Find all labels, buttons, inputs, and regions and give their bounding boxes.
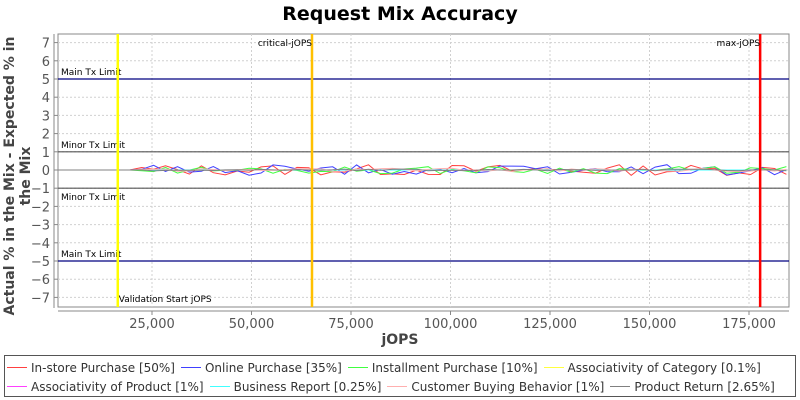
legend-swatch-icon: [347, 367, 368, 368]
y-tick-label: 6: [42, 55, 50, 70]
legend-item: Business Report [0.25%]: [209, 379, 382, 394]
chart-legend: In-store Purchase [50%] Online Purchase […: [4, 355, 796, 397]
marker-label: critical-jOPS: [258, 39, 312, 49]
y-tick-label: −2: [31, 200, 50, 215]
limit-label: Minor Tx Limit: [61, 141, 126, 151]
limit-label: Minor Tx Limit: [61, 193, 126, 203]
marker-label: max-jOPS: [717, 39, 761, 49]
chart-title: Request Mix Accuracy: [282, 3, 518, 25]
y-tick-label: 4: [42, 91, 50, 106]
legend-swatch-icon: [543, 367, 564, 368]
x-tick-label: 125,000: [523, 317, 577, 332]
y-tick-label: 0: [42, 164, 50, 179]
y-tick-label: 7: [42, 37, 50, 52]
legend-label: Associativity of Category [0.1%]: [567, 360, 761, 375]
legend-item: In-store Purchase [50%]: [7, 361, 175, 375]
x-tick-label: 175,000: [722, 317, 776, 332]
y-tick-label: −3: [31, 219, 50, 234]
legend-item: Customer Buying Behavior [1%]: [387, 380, 604, 394]
legend-item: Online Purchase [35%]: [180, 360, 342, 375]
legend-item: Installment Purchase [10%]: [347, 360, 538, 375]
x-tick-label: 100,000: [424, 317, 478, 332]
legend-item: Product Return [2.65%]: [610, 380, 775, 394]
legend-swatch-icon: [209, 386, 230, 387]
series-line: [58, 164, 787, 176]
y-tick-label: −6: [31, 273, 50, 288]
legend-label: Online Purchase [35%]: [204, 360, 342, 375]
legend-label: Product Return [2.65%]: [634, 379, 775, 394]
x-tick-label: 25,000: [129, 317, 175, 332]
y-tick-label: 1: [42, 146, 50, 161]
legend-label: In-store Purchase [50%]: [31, 360, 175, 375]
y-tick-label: 3: [42, 109, 50, 124]
legend-item: Associativity of Product [1%]: [7, 380, 204, 394]
y-tick-label: −4: [31, 237, 50, 252]
legend-swatch-icon: [387, 386, 408, 387]
y-tick-label: −7: [31, 291, 50, 306]
y-tick-label: −5: [31, 255, 50, 270]
x-tick-label: 150,000: [623, 317, 677, 332]
x-tick-label: 50,000: [229, 317, 275, 332]
y-tick-label: 2: [42, 128, 50, 143]
legend-label: Installment Purchase [10%]: [371, 360, 538, 375]
limit-label: Main Tx Limit: [61, 68, 122, 78]
y-tick-label: 5: [42, 73, 50, 88]
limit-label: Main Tx Limit: [61, 250, 122, 260]
x-tick-label: 75,000: [328, 317, 374, 332]
legend-label: Customer Buying Behavior [1%]: [411, 379, 605, 394]
legend-swatch-icon: [610, 386, 631, 387]
series-line: [58, 168, 787, 172]
legend-swatch-icon: [180, 367, 201, 368]
legend-swatch-icon: [7, 386, 27, 387]
x-axis-label: jOPS: [381, 332, 419, 348]
legend-label: Business Report [0.25%]: [233, 379, 382, 394]
chart-plot: 7 6 5 4 3 2 1 0 −1 −2 −3 −4 −5 −6 −7 25,000 50,000 75,000…: [31, 33, 790, 332]
legend-label: Associativity of Product [1%]: [31, 379, 204, 394]
legend-item: Associativity of Category [0.1%]: [543, 360, 761, 375]
y-tick-label: −1: [31, 182, 50, 197]
legend-swatch-icon: [7, 367, 27, 368]
legend-row: Associativity of Product [1%] Business Re…: [7, 377, 795, 396]
legend-row: In-store Purchase [50%] Online Purchase […: [7, 358, 795, 377]
marker-label: Validation Start jOPS: [119, 295, 212, 305]
